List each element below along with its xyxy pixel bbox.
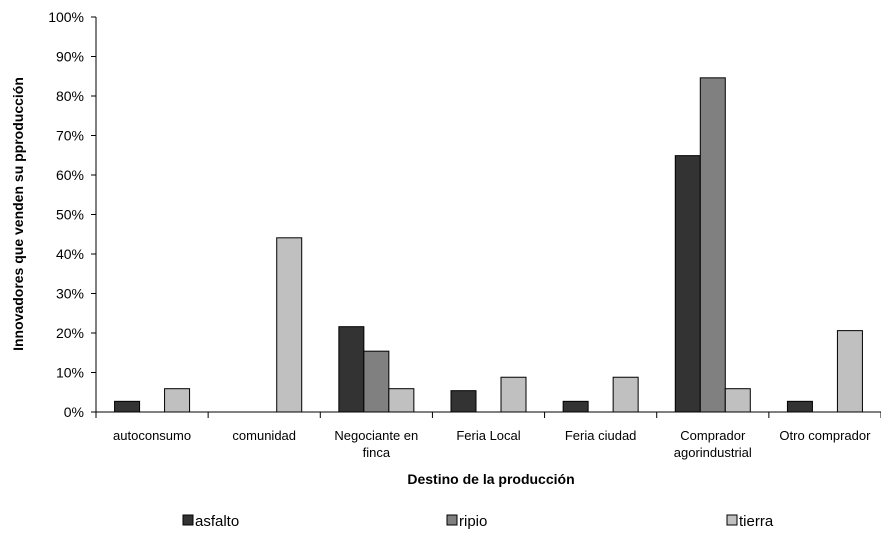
y-tick-label: 30% [56,286,84,302]
bar-asfalto [450,390,477,413]
bar-asfalto [786,400,813,413]
y-tick-label: 80% [56,88,84,104]
legend-swatch-tierra [726,514,738,526]
bar-tierra [612,376,639,413]
x-axis [95,411,881,418]
y-tick-label: 0% [64,404,84,420]
category-labels: autoconsumo comunidad Negociante en finca Fe… [113,428,871,460]
bar-tierra [276,237,303,413]
legend-label-tierra: tierra [739,513,774,530]
y-tick-label: 40% [56,246,84,262]
bar-tierra [388,388,415,413]
legend-swatch-ripio [446,514,458,526]
y-tick-label: 10% [56,365,84,381]
x-tick-label: Feria ciudad [565,428,637,443]
legend-swatch-asfalto [182,514,194,526]
bar-tierra [724,388,751,413]
bar-asfalto [562,400,589,413]
x-tick-label: Comprador agorindustrial [674,428,752,460]
bar-ripio [363,350,390,413]
y-axis-title: Innovadores que venden su pproducción [10,77,26,351]
bars [114,77,863,413]
bar-asfalto [338,326,365,413]
x-axis-title: Destino de la producción [407,471,574,487]
y-tick-label: 90% [56,49,84,65]
bar-tierra [164,388,191,413]
x-tick-label: Feria Local [456,428,520,443]
legend: asfalto ripio tierra [182,513,774,530]
legend-label-ripio: ripio [459,513,487,530]
y-tick-label: 50% [56,207,84,223]
bar-asfalto [674,155,701,413]
bar-tierra [836,330,863,413]
y-axis: 0% 10% 20% 30% 40% 50% 60% 70% 80% 90% 100% [48,9,97,420]
y-tick-label: 100% [48,9,84,25]
x-tick-label: Otro comprador [779,428,871,443]
y-tick-label: 70% [56,128,84,144]
x-tick-label: comunidad [232,428,296,443]
x-tick-label: Negociante en finca [334,428,418,460]
x-tick-label: autoconsumo [113,428,191,443]
legend-label-asfalto: asfalto [195,513,239,530]
bar-asfalto [114,400,141,413]
bar-ripio [699,77,726,413]
y-tick-label: 20% [56,325,84,341]
y-tick-label: 60% [56,167,84,183]
bar-tierra [500,376,527,413]
